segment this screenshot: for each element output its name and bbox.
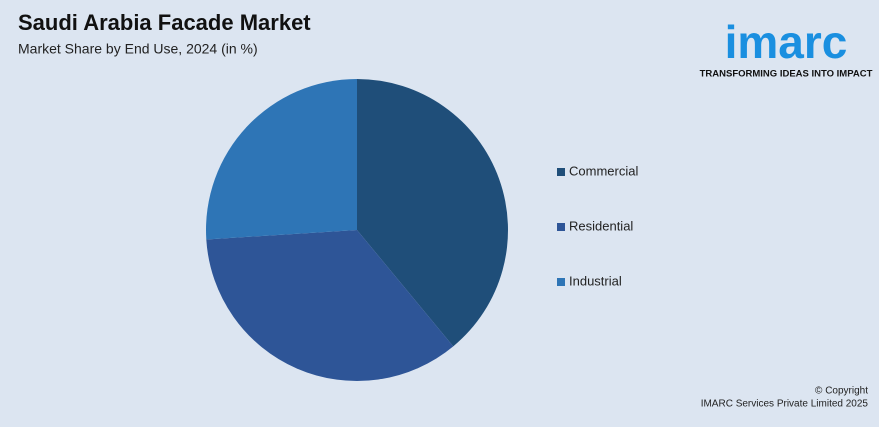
logo: imarc xyxy=(725,16,848,68)
logo-tagline: TRANSFORMING IDEAS INTO IMPACT xyxy=(700,69,873,80)
legend-swatch xyxy=(557,168,565,176)
copyright-company: IMARC Services Private Limited 2025 xyxy=(701,399,869,410)
legend-label: Commercial xyxy=(569,163,638,178)
pie-slice xyxy=(206,230,454,382)
legend-swatch xyxy=(557,223,565,231)
legend-label: Industrial xyxy=(569,273,622,288)
legend-swatch xyxy=(557,278,565,286)
chart-title: Saudi Arabia Facade Market xyxy=(18,10,311,35)
pie-slice xyxy=(357,79,508,347)
pie-slice xyxy=(206,79,357,240)
copyright: © Copyright xyxy=(815,386,868,397)
chart-subtitle: Market Share by End Use, 2024 (in %) xyxy=(18,41,258,57)
legend-label: Residential xyxy=(569,218,633,233)
